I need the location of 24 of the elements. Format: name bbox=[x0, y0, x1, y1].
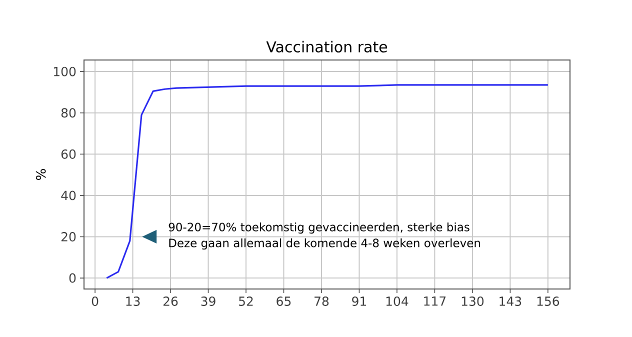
x-tick-label: 78 bbox=[314, 296, 329, 306]
x-tick-label: 91 bbox=[352, 296, 366, 306]
chart-title: Vaccination rate bbox=[266, 40, 388, 52]
y-tick-label: 40 bbox=[61, 190, 76, 200]
y-axis-title: % bbox=[36, 169, 46, 180]
line-series bbox=[106, 84, 549, 279]
x-tick-label: 13 bbox=[126, 296, 140, 306]
y-tick-label: 100 bbox=[54, 66, 76, 76]
annotation: 90-20=70% toekomstig gevaccineerden, sterke bias bbox=[168, 222, 470, 234]
y-tick-label: 0 bbox=[69, 273, 76, 283]
x-tick-label: 26 bbox=[163, 296, 178, 306]
x-tick-label: 0 bbox=[92, 296, 98, 306]
x-tick-label: 156 bbox=[537, 296, 560, 306]
y-tick-label: 20 bbox=[61, 232, 76, 242]
annotation: Deze gaan allemaal de komende 4-8 weken overleven bbox=[169, 238, 480, 250]
y-tick-label: 80 bbox=[61, 108, 76, 118]
x-tick-label: 65 bbox=[276, 296, 291, 306]
x-tick-label: 39 bbox=[201, 296, 216, 306]
x-tick-label: 52 bbox=[239, 296, 253, 306]
y-tick-label: 60 bbox=[61, 149, 76, 159]
x-tick-label: 117 bbox=[424, 296, 446, 306]
x-tick-label: 130 bbox=[462, 296, 484, 306]
x-tick-label: 104 bbox=[386, 296, 408, 306]
x-tick-label: 143 bbox=[500, 296, 522, 306]
